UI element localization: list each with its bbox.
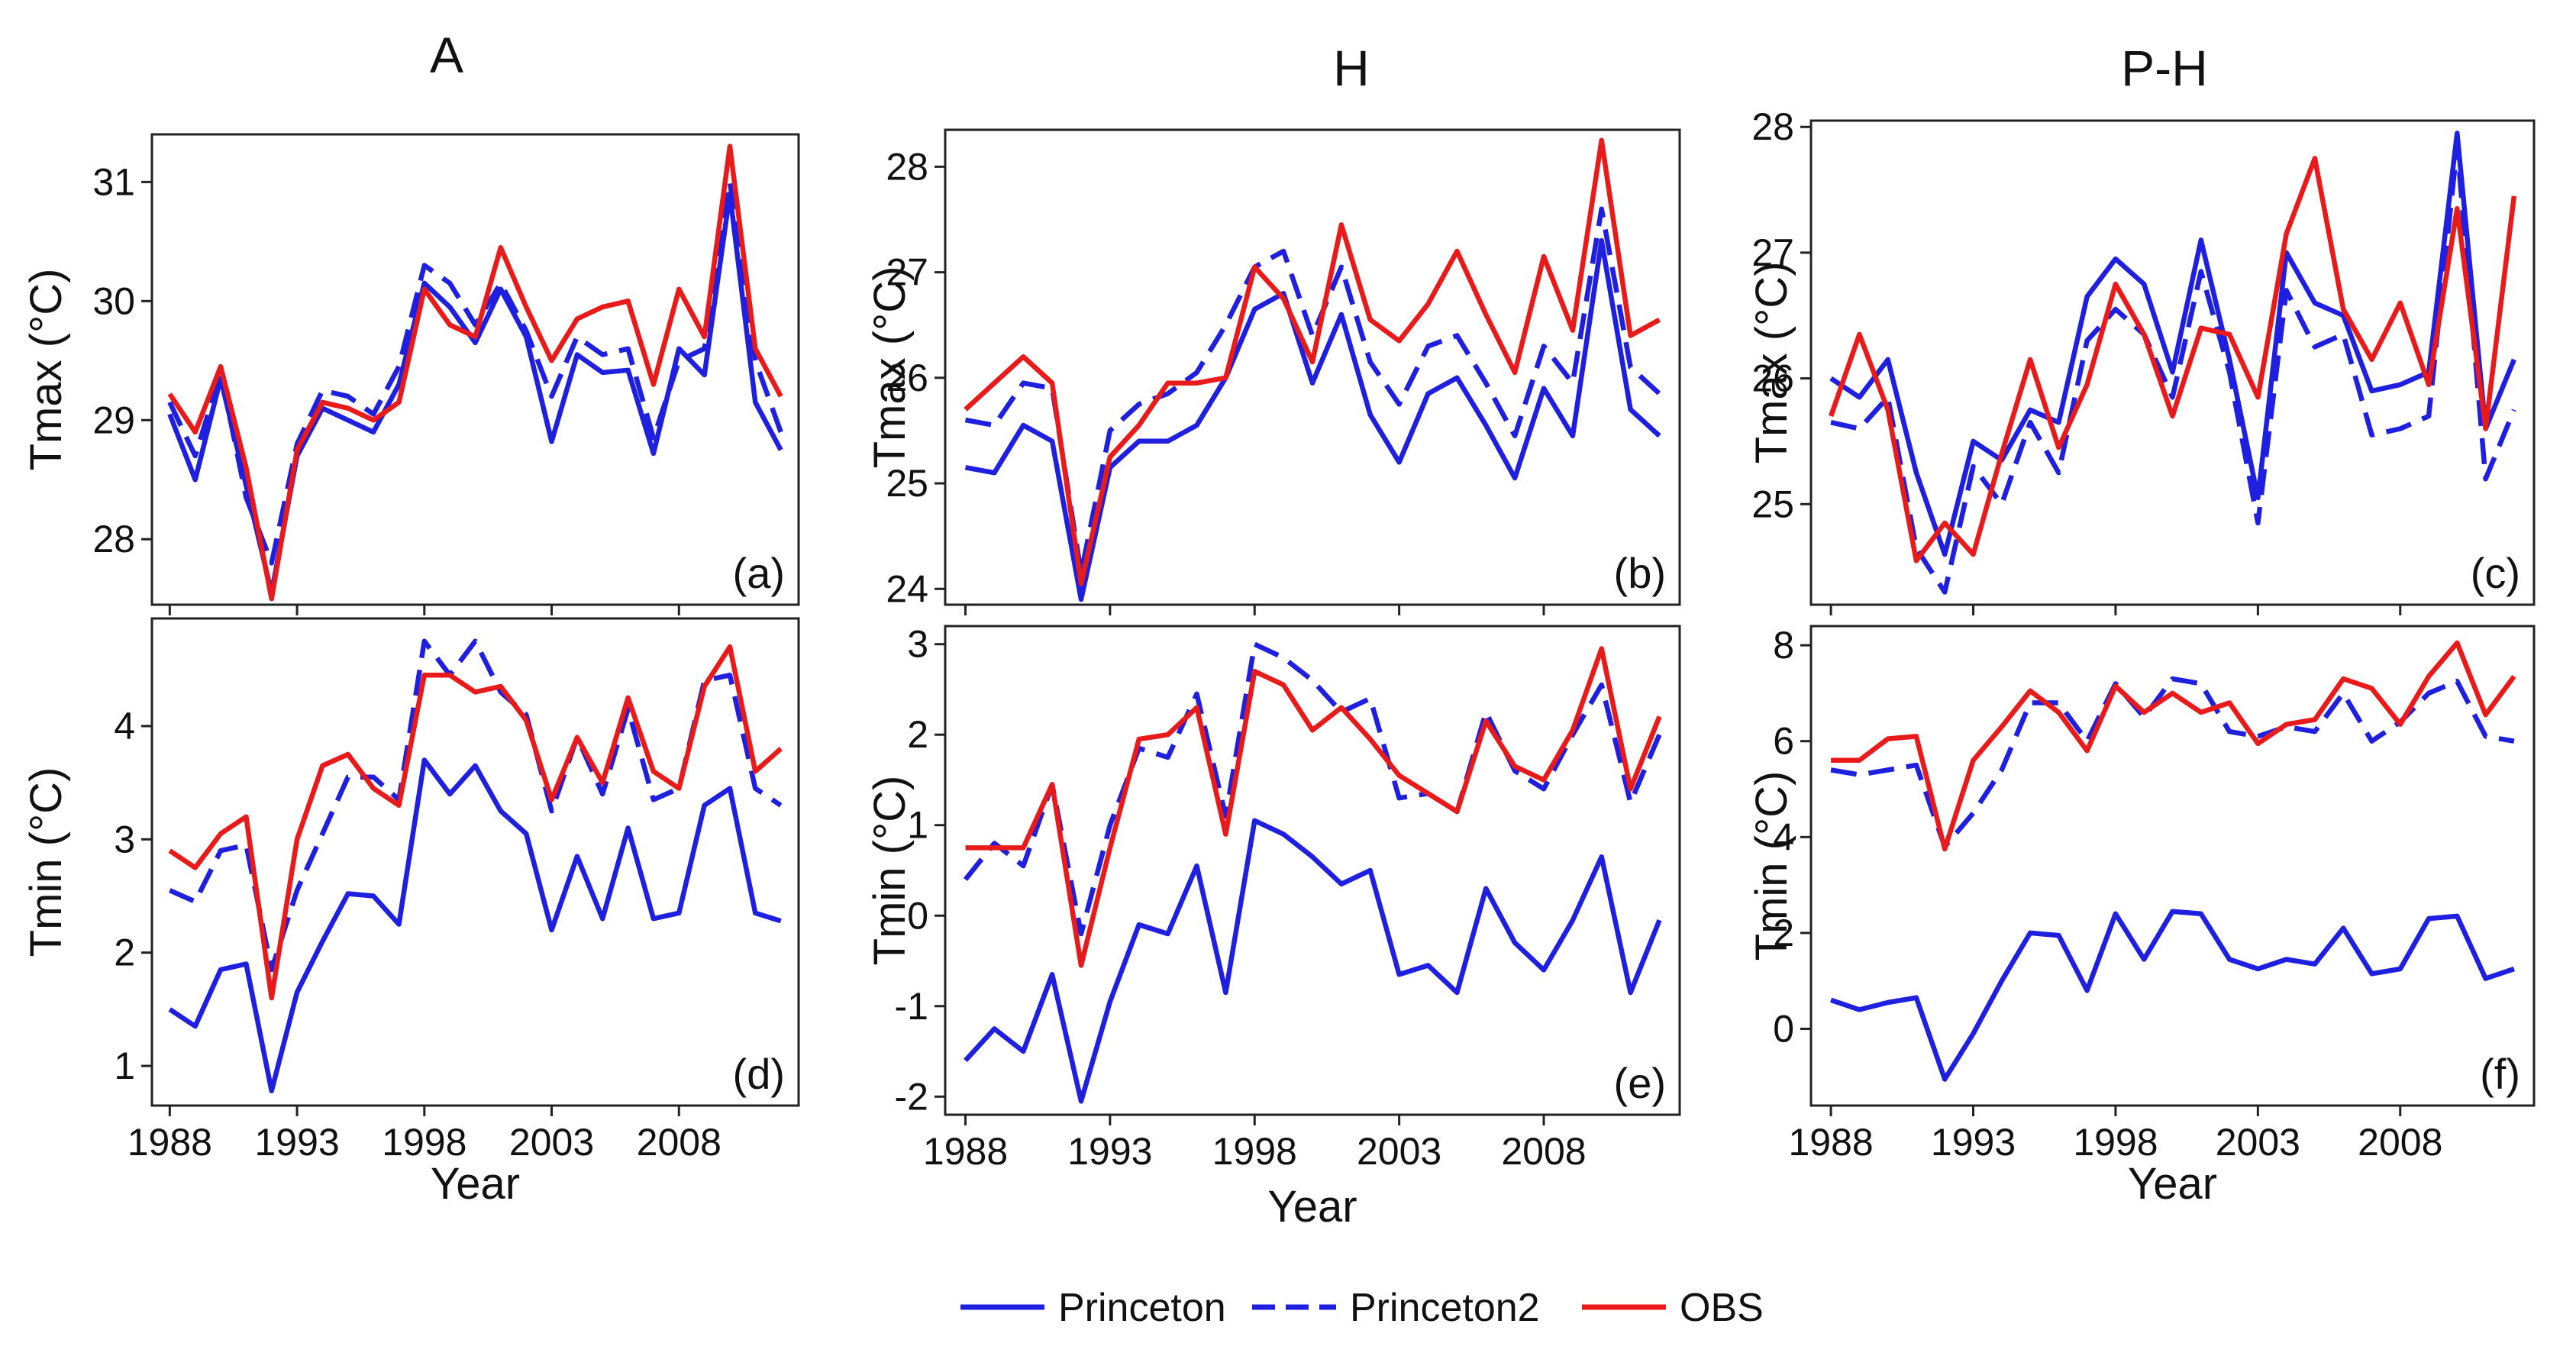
y-axis-title-c: Tmax (°C)	[1747, 262, 1796, 464]
panel-a: 28 29 30 31 Tmax (°C) (a)	[21, 133, 800, 615]
y-axis-title-e: Tmin (°C)	[865, 776, 915, 966]
y-tick-label: 0	[1773, 1008, 1794, 1051]
panel-frame-a	[150, 133, 800, 606]
x-axis-title-d: Year	[431, 1159, 520, 1209]
panel-label-c: (c)	[2471, 549, 2520, 597]
x-tick-label: 2003	[1357, 1130, 1441, 1173]
x-tick-label: 2003	[2216, 1121, 2300, 1164]
y-tick-label: 2	[1773, 912, 1794, 954]
x-tick-label: 2008	[637, 1121, 721, 1164]
y-tick-label: 3	[114, 818, 135, 860]
y-tick-label: 29	[92, 399, 135, 441]
y-tick-label: 2	[907, 713, 928, 756]
y-axis-title-b: Tmax (°C)	[865, 266, 915, 469]
y-tick-label: 25	[1751, 483, 1794, 525]
panel-f: 0 2 4 6 8 Tmin (°C) 1988 1993 1998 2003 2008 Year (f…	[1747, 624, 2536, 1209]
series-line-princeton-e	[964, 818, 1662, 1104]
y-tick-label: 1	[907, 804, 928, 847]
panel-frame-e	[944, 625, 1681, 1116]
y-tick-label: 25	[886, 462, 928, 505]
series-line-princeton-b	[964, 237, 1661, 602]
x-tick-label: 1988	[128, 1121, 212, 1164]
y-tick-label: 30	[92, 279, 135, 322]
y-axis-title-d: Tmin (°C)	[21, 767, 71, 957]
y-tick-label: 3	[907, 623, 928, 666]
series-line-obs-c	[1829, 156, 2517, 563]
legend-label: Princeton	[1058, 1286, 1226, 1330]
column-title-2: P-H	[2121, 40, 2208, 96]
series-line-obs-f	[1831, 640, 2516, 852]
legend-label: Princeton2	[1350, 1286, 1540, 1330]
y-tick-label: 6	[1773, 720, 1794, 763]
panel-e: -2 -1 0 1 2 3 Tmin (°C) 1988 1993 1998 2003 2008 Yea…	[865, 623, 1681, 1232]
x-tick-label: 1988	[1788, 1121, 1873, 1164]
y-tick-label: -1	[895, 985, 928, 1028]
panel-frame-c	[1809, 119, 2536, 606]
y-tick-label: 28	[92, 518, 135, 560]
x-tick-label: 1998	[2073, 1121, 2158, 1164]
y-tick-label: 27	[1751, 231, 1794, 274]
y-tick-label: 26	[886, 357, 928, 399]
y-tick-label: 28	[1751, 105, 1794, 148]
panel-label-d: (d)	[733, 1050, 785, 1098]
series-line-princeton2-d	[168, 638, 783, 973]
panel-frame-f	[1809, 625, 2536, 1107]
series-line-princeton2-c	[1830, 143, 2516, 595]
panel-frame-d	[150, 617, 800, 1107]
series-line-princeton-f	[1830, 909, 2515, 1082]
legend-item-obs: OBS	[1582, 1286, 1764, 1330]
y-tick-label: 1	[114, 1044, 135, 1087]
x-tick-label: 1998	[382, 1121, 466, 1164]
y-tick-label: -2	[895, 1075, 928, 1118]
y-tick-label: 4	[114, 705, 135, 747]
x-tick-label: 2008	[1501, 1130, 1586, 1173]
panel-c: 25 26 27 28 Tmax (°C) (c)	[1747, 105, 2536, 615]
x-axis-title-f: Year	[2128, 1159, 2217, 1209]
y-tick-label: 8	[1773, 624, 1794, 667]
x-tick-label: 1993	[1931, 1121, 2016, 1164]
y-tick-label: 26	[1751, 357, 1794, 400]
column-title-0: A	[430, 27, 463, 83]
y-tick-label: 28	[886, 145, 928, 188]
panel-label-b: (b)	[1614, 549, 1666, 597]
y-axis-title-f: Tmin (°C)	[1747, 771, 1796, 961]
panel-frame-b	[944, 128, 1681, 606]
y-tick-label: 0	[907, 894, 928, 937]
legend: Princeton Princeton2 OBS	[960, 1286, 1764, 1330]
y-tick-label: 27	[886, 251, 928, 294]
x-tick-label: 1993	[254, 1121, 339, 1164]
y-tick-label: 24	[886, 567, 928, 610]
x-tick-label: 1993	[1067, 1130, 1152, 1173]
x-tick-label: 2008	[2358, 1121, 2442, 1164]
panel-label-f: (f)	[2480, 1050, 2520, 1098]
panel-b: 24 25 26 27 28 Tmax (°C) (b)	[865, 128, 1681, 615]
x-tick-label: 1998	[1212, 1130, 1297, 1173]
series-line-princeton2-b	[964, 206, 1661, 576]
x-tick-label: 2003	[509, 1121, 594, 1164]
series-line-princeton2-e	[963, 641, 1662, 937]
series-line-obs-e	[965, 646, 1662, 968]
series-line-obs-d	[168, 644, 783, 1001]
y-tick-label: 2	[114, 931, 135, 974]
column-title-1: H	[1333, 40, 1370, 96]
panel-label-a: (a)	[733, 549, 785, 597]
x-axis-title-e: Year	[1267, 1182, 1357, 1232]
panel-d: 1 2 3 4 Tmin (°C) 1988 1993 1998 2003 2008 Year (d)	[21, 617, 800, 1209]
legend-item-princeton2: Princeton2	[1252, 1286, 1540, 1330]
series-line-obs-b	[964, 137, 1661, 586]
series-line-princeton2-a	[167, 179, 783, 566]
legend-item-princeton: Princeton	[960, 1286, 1226, 1330]
series-line-obs-a	[167, 144, 783, 602]
y-axis-title-a: Tmax (°C)	[21, 269, 71, 471]
legend-label: OBS	[1680, 1286, 1764, 1330]
y-tick-label: 31	[92, 160, 135, 203]
panel-label-e: (e)	[1614, 1059, 1666, 1107]
y-tick-label: 4	[1773, 815, 1794, 858]
x-tick-label: 1988	[923, 1130, 1008, 1173]
series-line-princeton-c	[1829, 131, 2516, 557]
series-line-princeton-d	[168, 757, 782, 1093]
